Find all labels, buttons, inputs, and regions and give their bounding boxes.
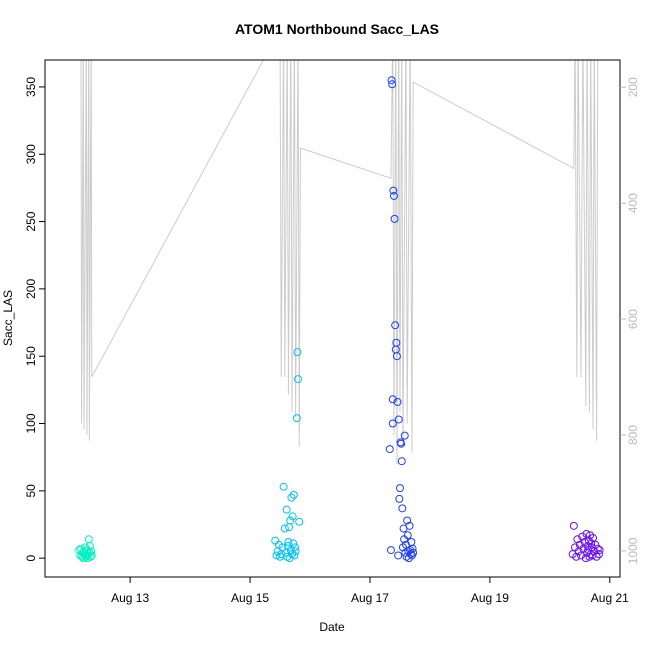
point [397, 457, 406, 466]
point [294, 375, 303, 384]
point [279, 482, 288, 491]
y2-tick-label: 400 [626, 193, 640, 213]
point [587, 539, 596, 548]
y-tick-label: 100 [24, 413, 38, 433]
point [286, 546, 295, 555]
x-axis-label: Date [319, 620, 345, 634]
point [408, 544, 417, 553]
point [86, 552, 95, 561]
point [593, 544, 602, 553]
point [578, 532, 587, 541]
point [569, 521, 578, 530]
y2-tick-label: 200 [626, 77, 640, 97]
point [284, 537, 293, 546]
y-axis-label: Sacc_LAS [1, 290, 15, 346]
point [290, 551, 299, 560]
point [388, 419, 397, 428]
point [390, 214, 399, 223]
y2-tick-label: 600 [626, 309, 640, 329]
point [288, 512, 297, 521]
y-tick-label: 250 [24, 211, 38, 231]
point [572, 552, 581, 561]
point [289, 490, 298, 499]
point [592, 552, 601, 561]
y-tick-label: 350 [24, 77, 38, 97]
point [392, 352, 401, 361]
point [391, 321, 400, 330]
chart-title: ATOM1 Northbound Sacc_LAS [235, 21, 439, 37]
x-tick-label: Aug 21 [591, 591, 629, 605]
y-tick-label: 200 [24, 279, 38, 299]
point [282, 505, 291, 514]
point [573, 535, 582, 544]
point [400, 431, 409, 440]
point [286, 516, 295, 525]
point [280, 524, 289, 533]
point [581, 554, 590, 563]
point [395, 484, 404, 493]
point [388, 395, 397, 404]
y-tick-label: 300 [24, 144, 38, 164]
x-tick-label: Aug 13 [111, 591, 149, 605]
point [595, 550, 604, 559]
point [87, 551, 96, 560]
point [272, 551, 281, 560]
point [295, 517, 304, 526]
point [589, 533, 598, 542]
point [389, 186, 398, 195]
point [387, 76, 396, 85]
point [393, 397, 402, 406]
point [386, 546, 395, 555]
point [291, 543, 300, 552]
point [292, 414, 301, 423]
point [409, 548, 418, 557]
y2-tick-label: 800 [626, 425, 640, 445]
point [582, 529, 591, 538]
point [584, 536, 593, 545]
point [293, 348, 302, 357]
point [403, 516, 412, 525]
y-tick-label: 50 [24, 484, 38, 498]
point [394, 415, 403, 424]
point [405, 521, 414, 530]
point [403, 531, 412, 540]
point [398, 504, 407, 513]
point [289, 539, 298, 548]
point [394, 551, 403, 560]
x-tick-label: Aug 19 [471, 591, 509, 605]
y-tick-label: 0 [24, 554, 38, 561]
x-tick-label: Aug 17 [351, 591, 389, 605]
point [392, 338, 401, 347]
point [595, 546, 604, 555]
plot-area [75, 60, 604, 563]
point [388, 80, 397, 89]
y-tick-label: 150 [24, 346, 38, 366]
point [389, 191, 398, 200]
point [395, 494, 404, 503]
point [85, 542, 94, 551]
point [87, 547, 96, 556]
point [591, 540, 600, 549]
point [397, 439, 406, 448]
point [278, 543, 287, 552]
plot-frame [44, 59, 621, 578]
y2-tick-label: 1000 [626, 537, 640, 564]
point [287, 493, 296, 502]
point [291, 547, 300, 556]
x-tick-label: Aug 15 [231, 591, 269, 605]
point [285, 554, 294, 563]
point [385, 445, 394, 454]
